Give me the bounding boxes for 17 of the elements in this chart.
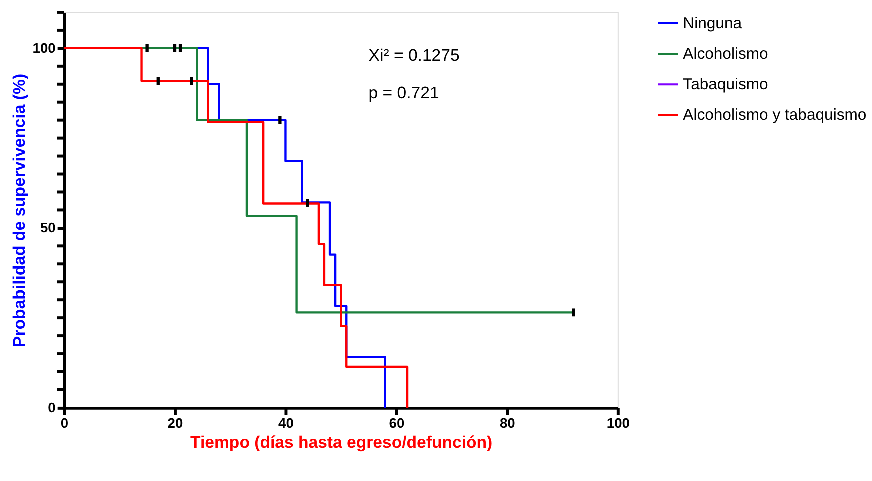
- x-tick-label: 60: [389, 415, 405, 432]
- annotation: Xi² = 0.1275: [368, 46, 460, 65]
- y-tick-label: 0: [48, 399, 56, 416]
- x-tick-label: 80: [500, 415, 516, 432]
- y-tick-label: 100: [32, 40, 56, 56]
- legend-label: Alcoholismo: [683, 46, 769, 63]
- x-tick-label: 0: [60, 415, 69, 432]
- legend-label: Ninguna: [683, 15, 742, 32]
- y-axis-title: Probabilidad de supervivencia (%): [10, 74, 29, 348]
- x-tick-label: 100: [606, 415, 630, 432]
- legend-label: Alcoholismo y tabaquismo: [683, 107, 867, 124]
- x-axis-title: Tiempo (días hasta egreso/defunción): [190, 432, 493, 452]
- legend-label: Tabaquismo: [683, 76, 769, 94]
- x-tick-label: 20: [168, 415, 184, 432]
- x-tick-label: 40: [278, 415, 294, 432]
- annotation: p = 0.721: [368, 83, 440, 102]
- y-tick-label: 50: [40, 220, 56, 236]
